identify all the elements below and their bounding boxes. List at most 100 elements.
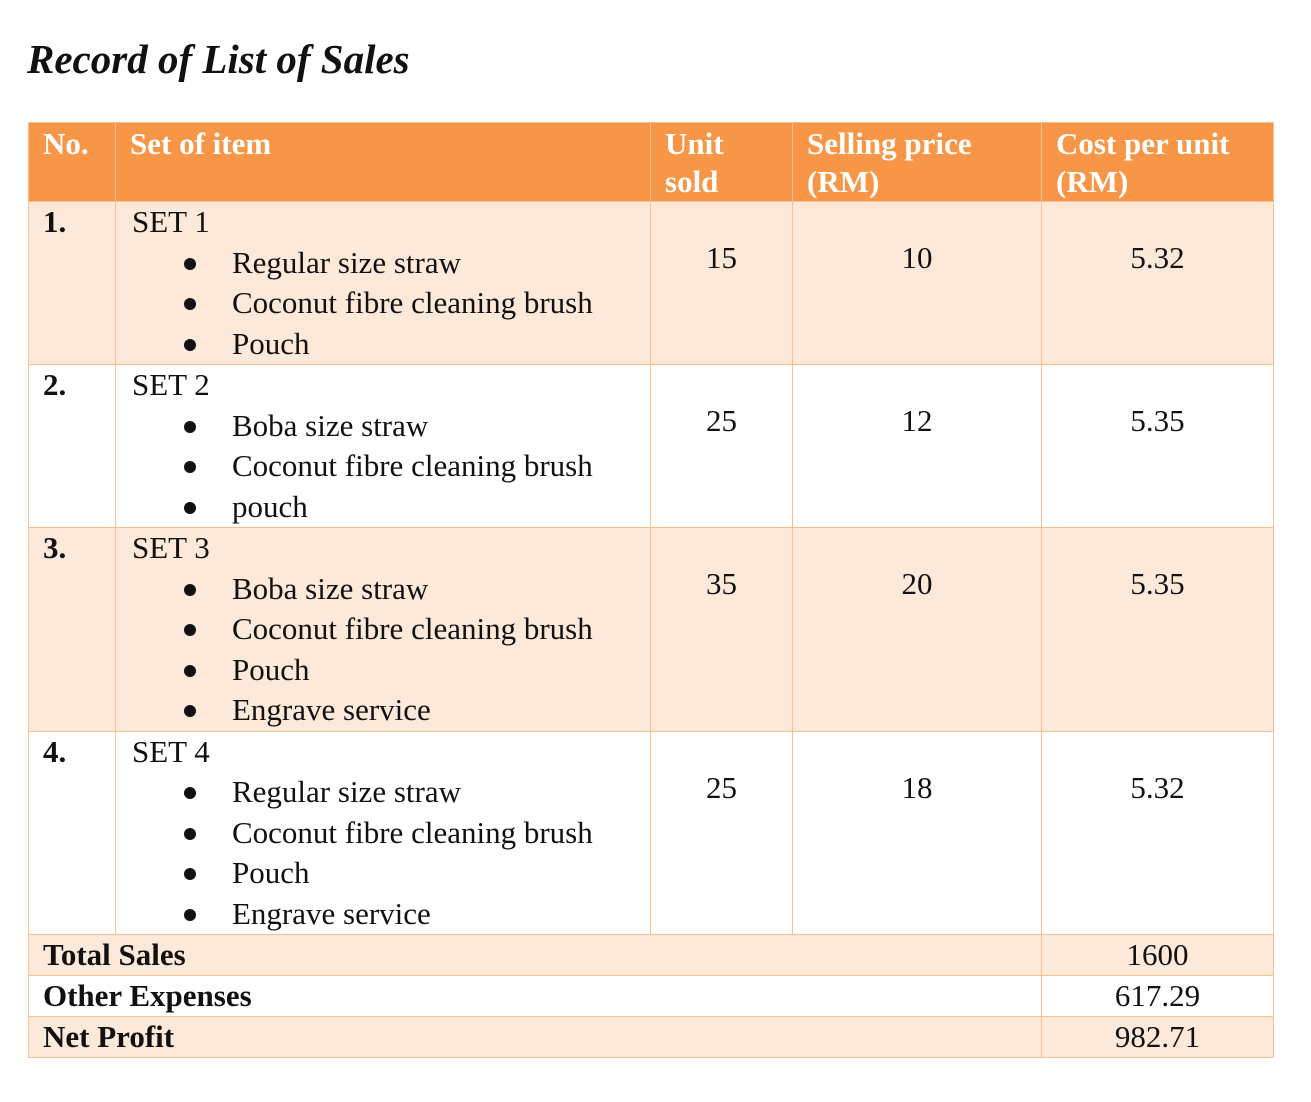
summary-label: Total Sales (28, 934, 1042, 976)
bullet (184, 420, 196, 433)
summary-label: Net Profit (28, 1016, 1042, 1058)
value: 5.35 (1130, 403, 1185, 438)
item: Pouch (132, 324, 650, 365)
row-number: 3. (28, 527, 116, 732)
item-text: Boba size straw (232, 570, 429, 606)
row-number: 1. (28, 201, 116, 365)
value: 20 (901, 566, 933, 601)
item: Coconut fibre cleaning brush (132, 813, 650, 854)
summary-value: 982.71 (1041, 1016, 1274, 1058)
item-text: Coconut fibre cleaning brush (232, 611, 593, 646)
selling-price: 10 (792, 201, 1042, 365)
value: 5.32 (1130, 240, 1185, 275)
bullet (184, 461, 196, 473)
summary-value: 1600 (1041, 934, 1274, 976)
item: Pouch (132, 650, 650, 691)
label: Net Profit (43, 1019, 175, 1054)
row-number: 4. (28, 730, 116, 935)
set-name: SET 1 (132, 204, 210, 239)
unit-sold: 25 (650, 364, 793, 528)
bullet (184, 624, 196, 636)
value: 12 (901, 403, 933, 438)
item-text: Coconut fibre cleaning brush (232, 448, 593, 483)
item-row: 2. SET 2 Boba size straw Coconut fibre clea… (28, 364, 1274, 528)
unit-sold: 15 (650, 201, 793, 365)
set-cell: SET 3 Boba size straw Coconut fibre cleani… (115, 527, 651, 732)
header-text: Set of item (130, 126, 272, 161)
value: 1600 (1126, 937, 1189, 972)
item: Boba size straw (132, 406, 650, 447)
item-text: Pouch (232, 855, 310, 890)
set-name: SET 3 (132, 530, 210, 565)
header-row: No. Set of item Unit sold Selling price (RM) C… (28, 122, 1274, 202)
header-text: Unit (665, 126, 724, 161)
item: Coconut fibre cleaning brush (132, 609, 650, 650)
item-text: Regular size straw (232, 244, 461, 280)
item-text: Pouch (232, 651, 310, 687)
summary-value: 617.29 (1041, 975, 1274, 1017)
set-cell: SET 2 Boba size straw Coconut fibre cleani… (115, 364, 651, 528)
item: Boba size straw (132, 569, 650, 610)
label: Total Sales (43, 937, 186, 972)
set-cell: SET 1 Regular size straw Coconut fibre cle… (115, 201, 651, 365)
summary-row: Total Sales 1600 (28, 934, 1274, 976)
cost-per-unit: 5.35 (1041, 364, 1274, 528)
table-body: 1. SET 1 Regular size straw Coconut fibre c… (28, 201, 1274, 1058)
item: Regular size straw (132, 243, 650, 284)
bullet (184, 664, 196, 677)
item-list: Regular size straw Coconut fibre cleaning… (132, 243, 650, 365)
value: 15 (706, 240, 737, 275)
selling-price: 12 (792, 364, 1042, 528)
value: 10 (901, 240, 933, 275)
set-name: SET 2 (132, 367, 210, 402)
item-text: Coconut fibre cleaning brush (232, 285, 593, 320)
item: Engrave service (132, 690, 650, 731)
item-list: Boba size straw Coconut fibre cleaning br… (132, 406, 650, 528)
item-row: 4. SET 4 Regular size straw Coconut fibre c… (28, 730, 1274, 935)
item-text: Engrave service (232, 895, 431, 931)
set-cell: SET 4 Regular size straw Coconut fibre cle… (115, 730, 651, 935)
item: Coconut fibre cleaning brush (132, 283, 650, 324)
value: 5.32 (1130, 769, 1185, 805)
bullet (184, 705, 196, 717)
unit-sold: 35 (650, 527, 793, 732)
bullet (184, 908, 196, 921)
bullet (184, 257, 196, 270)
bullet (184, 583, 196, 596)
item: Pouch (132, 853, 650, 894)
item-row: 1. SET 1 Regular size straw Coconut fibre c… (28, 201, 1274, 365)
header-text: (RM) (807, 164, 880, 199)
header-text: Cost per unit (1056, 126, 1230, 161)
value: 617.29 (1114, 978, 1201, 1013)
header-text: No. (43, 126, 89, 161)
item-list: Regular size straw Coconut fibre cleaning… (132, 772, 650, 934)
item: Regular size straw (132, 772, 650, 813)
item: Engrave service (132, 894, 650, 935)
cost-per-unit: 5.35 (1041, 527, 1274, 732)
bullet (184, 787, 196, 799)
value: 982.71 (1114, 1019, 1201, 1054)
item: pouch (132, 487, 650, 528)
cost-per-unit: 5.32 (1041, 201, 1274, 365)
header-cell: Selling price (RM) (792, 122, 1042, 202)
cost-per-unit: 5.32 (1041, 730, 1274, 935)
value: 25 (706, 403, 737, 438)
header-text: (RM) (1056, 164, 1129, 199)
bullet (184, 868, 196, 880)
header-cell: Cost per unit (RM) (1041, 122, 1274, 202)
set-name: SET 4 (132, 733, 210, 769)
header-cell: Unit sold (650, 122, 793, 202)
unit-sold: 25 (650, 730, 793, 935)
header-text: sold (665, 164, 719, 199)
value: 25 (706, 769, 737, 805)
summary-row: Other Expenses 617.29 (28, 975, 1274, 1017)
item-text: Engrave service (232, 692, 431, 727)
item-text: Pouch (232, 325, 310, 361)
value: 18 (901, 769, 933, 805)
summary-row: Net Profit 982.71 (28, 1016, 1274, 1058)
item-text: Regular size straw (232, 774, 461, 809)
bullet (184, 338, 196, 351)
value: 35 (706, 566, 737, 601)
header-cell: Set of item (115, 122, 651, 202)
